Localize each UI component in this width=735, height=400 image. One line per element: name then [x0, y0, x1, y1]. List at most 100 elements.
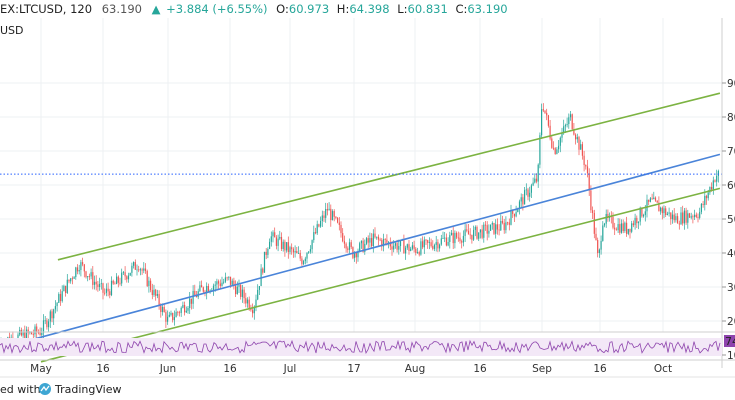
candle-body: [109, 291, 111, 296]
candle-body: [88, 276, 90, 278]
candle-body: [632, 223, 634, 226]
candle-body: [530, 185, 532, 193]
candle-body: [575, 134, 577, 140]
rsi-value: 74: [725, 335, 735, 348]
candle-body: [484, 224, 487, 226]
candle-body: [360, 240, 362, 244]
candle-body: [619, 224, 621, 233]
candle-body: [454, 232, 456, 244]
candle-body: [117, 276, 119, 283]
candle-body: [194, 290, 196, 296]
candle-body: [180, 307, 182, 313]
candle-body: [462, 235, 464, 243]
candle-body: [547, 115, 549, 126]
candle-body: [432, 246, 434, 249]
candle-body: [338, 222, 340, 225]
candle-body: [423, 239, 425, 248]
candle-body: [337, 217, 339, 223]
price-axis[interactable]: 10 20 30 40 50 60 70 80 90: [722, 78, 735, 362]
candle-body: [85, 271, 87, 278]
candle-body: [717, 170, 719, 176]
candle-body: [229, 276, 232, 285]
candle-body: [70, 278, 72, 282]
candle-body: [335, 216, 337, 218]
candle-body: [561, 133, 563, 138]
candle-body: [250, 308, 252, 311]
candle-body: [551, 138, 553, 148]
candle-body: [224, 277, 226, 282]
x-tick-label: Aug: [405, 363, 426, 375]
x-tick-label: Oct: [654, 363, 672, 375]
candle-body: [78, 270, 80, 272]
candle-body: [576, 137, 578, 140]
candle-body: [435, 242, 437, 245]
candle-body: [314, 232, 317, 234]
candle-body: [661, 207, 663, 214]
candle-body: [607, 213, 609, 218]
candle-body: [199, 285, 201, 292]
candle-body: [104, 292, 106, 294]
tradingview-logo-icon[interactable]: [39, 383, 51, 395]
candle-body: [583, 155, 585, 166]
candle-body: [143, 268, 145, 271]
candle-body: [586, 166, 589, 174]
candle-body: [498, 229, 500, 231]
candle-body: [605, 213, 607, 224]
candle-body: [92, 272, 94, 285]
candle-body: [675, 216, 677, 221]
candle-body: [629, 228, 631, 232]
candle-body: [347, 248, 349, 250]
candle-body: [357, 251, 359, 258]
candle-body: [433, 244, 436, 249]
candle-body: [54, 306, 56, 310]
candle-body: [235, 285, 237, 295]
candle-body: [160, 305, 162, 313]
tradingview-brand[interactable]: TradingView: [54, 383, 121, 396]
candle-body: [520, 197, 522, 202]
close-label: C:: [455, 2, 467, 16]
candle-body: [289, 247, 291, 253]
time-axis[interactable]: May 16 Jun 16 Jul 17 Aug 16 Sep 16 Oct: [30, 363, 672, 375]
candle-body: [445, 237, 447, 246]
candle-body: [93, 281, 96, 285]
candle-body: [124, 272, 126, 277]
y-tick-label: 60: [727, 180, 735, 192]
candle-body: [184, 304, 186, 313]
candle-body: [542, 109, 544, 111]
candle-body: [272, 232, 274, 237]
candle-body: [348, 242, 351, 250]
candle-body: [155, 289, 157, 296]
candle-body: [248, 299, 250, 309]
candle-body: [554, 148, 556, 155]
candle-body: [246, 299, 249, 304]
candle-body: [144, 268, 147, 272]
y-tick-label: 10: [727, 350, 735, 362]
rsi-line: [0, 339, 721, 355]
candle-body: [221, 282, 223, 286]
candle-body: [153, 289, 155, 296]
candle-body: [292, 249, 294, 253]
candle-body: [296, 251, 298, 254]
candle-body: [333, 211, 335, 217]
candle-body: [566, 124, 568, 126]
footer-prefix: ed with: [0, 383, 41, 396]
x-tick-label: 16: [223, 363, 237, 375]
candle-body: [56, 302, 58, 307]
candle-body: [537, 164, 539, 182]
candle-body: [320, 221, 322, 227]
candle-body: [481, 229, 483, 238]
candle-body: [172, 312, 174, 321]
last-price: 63.190: [102, 2, 142, 16]
trendlines[interactable]: [0, 92, 721, 363]
x-tick-label: 17: [347, 363, 360, 375]
candle-body: [66, 279, 68, 293]
high-value: 64.398: [349, 2, 389, 16]
candle-body: [156, 294, 158, 296]
candle-body: [265, 251, 267, 255]
candle-body: [192, 290, 194, 304]
candle-body: [685, 210, 687, 223]
candle-body: [668, 212, 670, 214]
low-label: L:: [397, 2, 407, 16]
candle-body: [627, 228, 629, 234]
